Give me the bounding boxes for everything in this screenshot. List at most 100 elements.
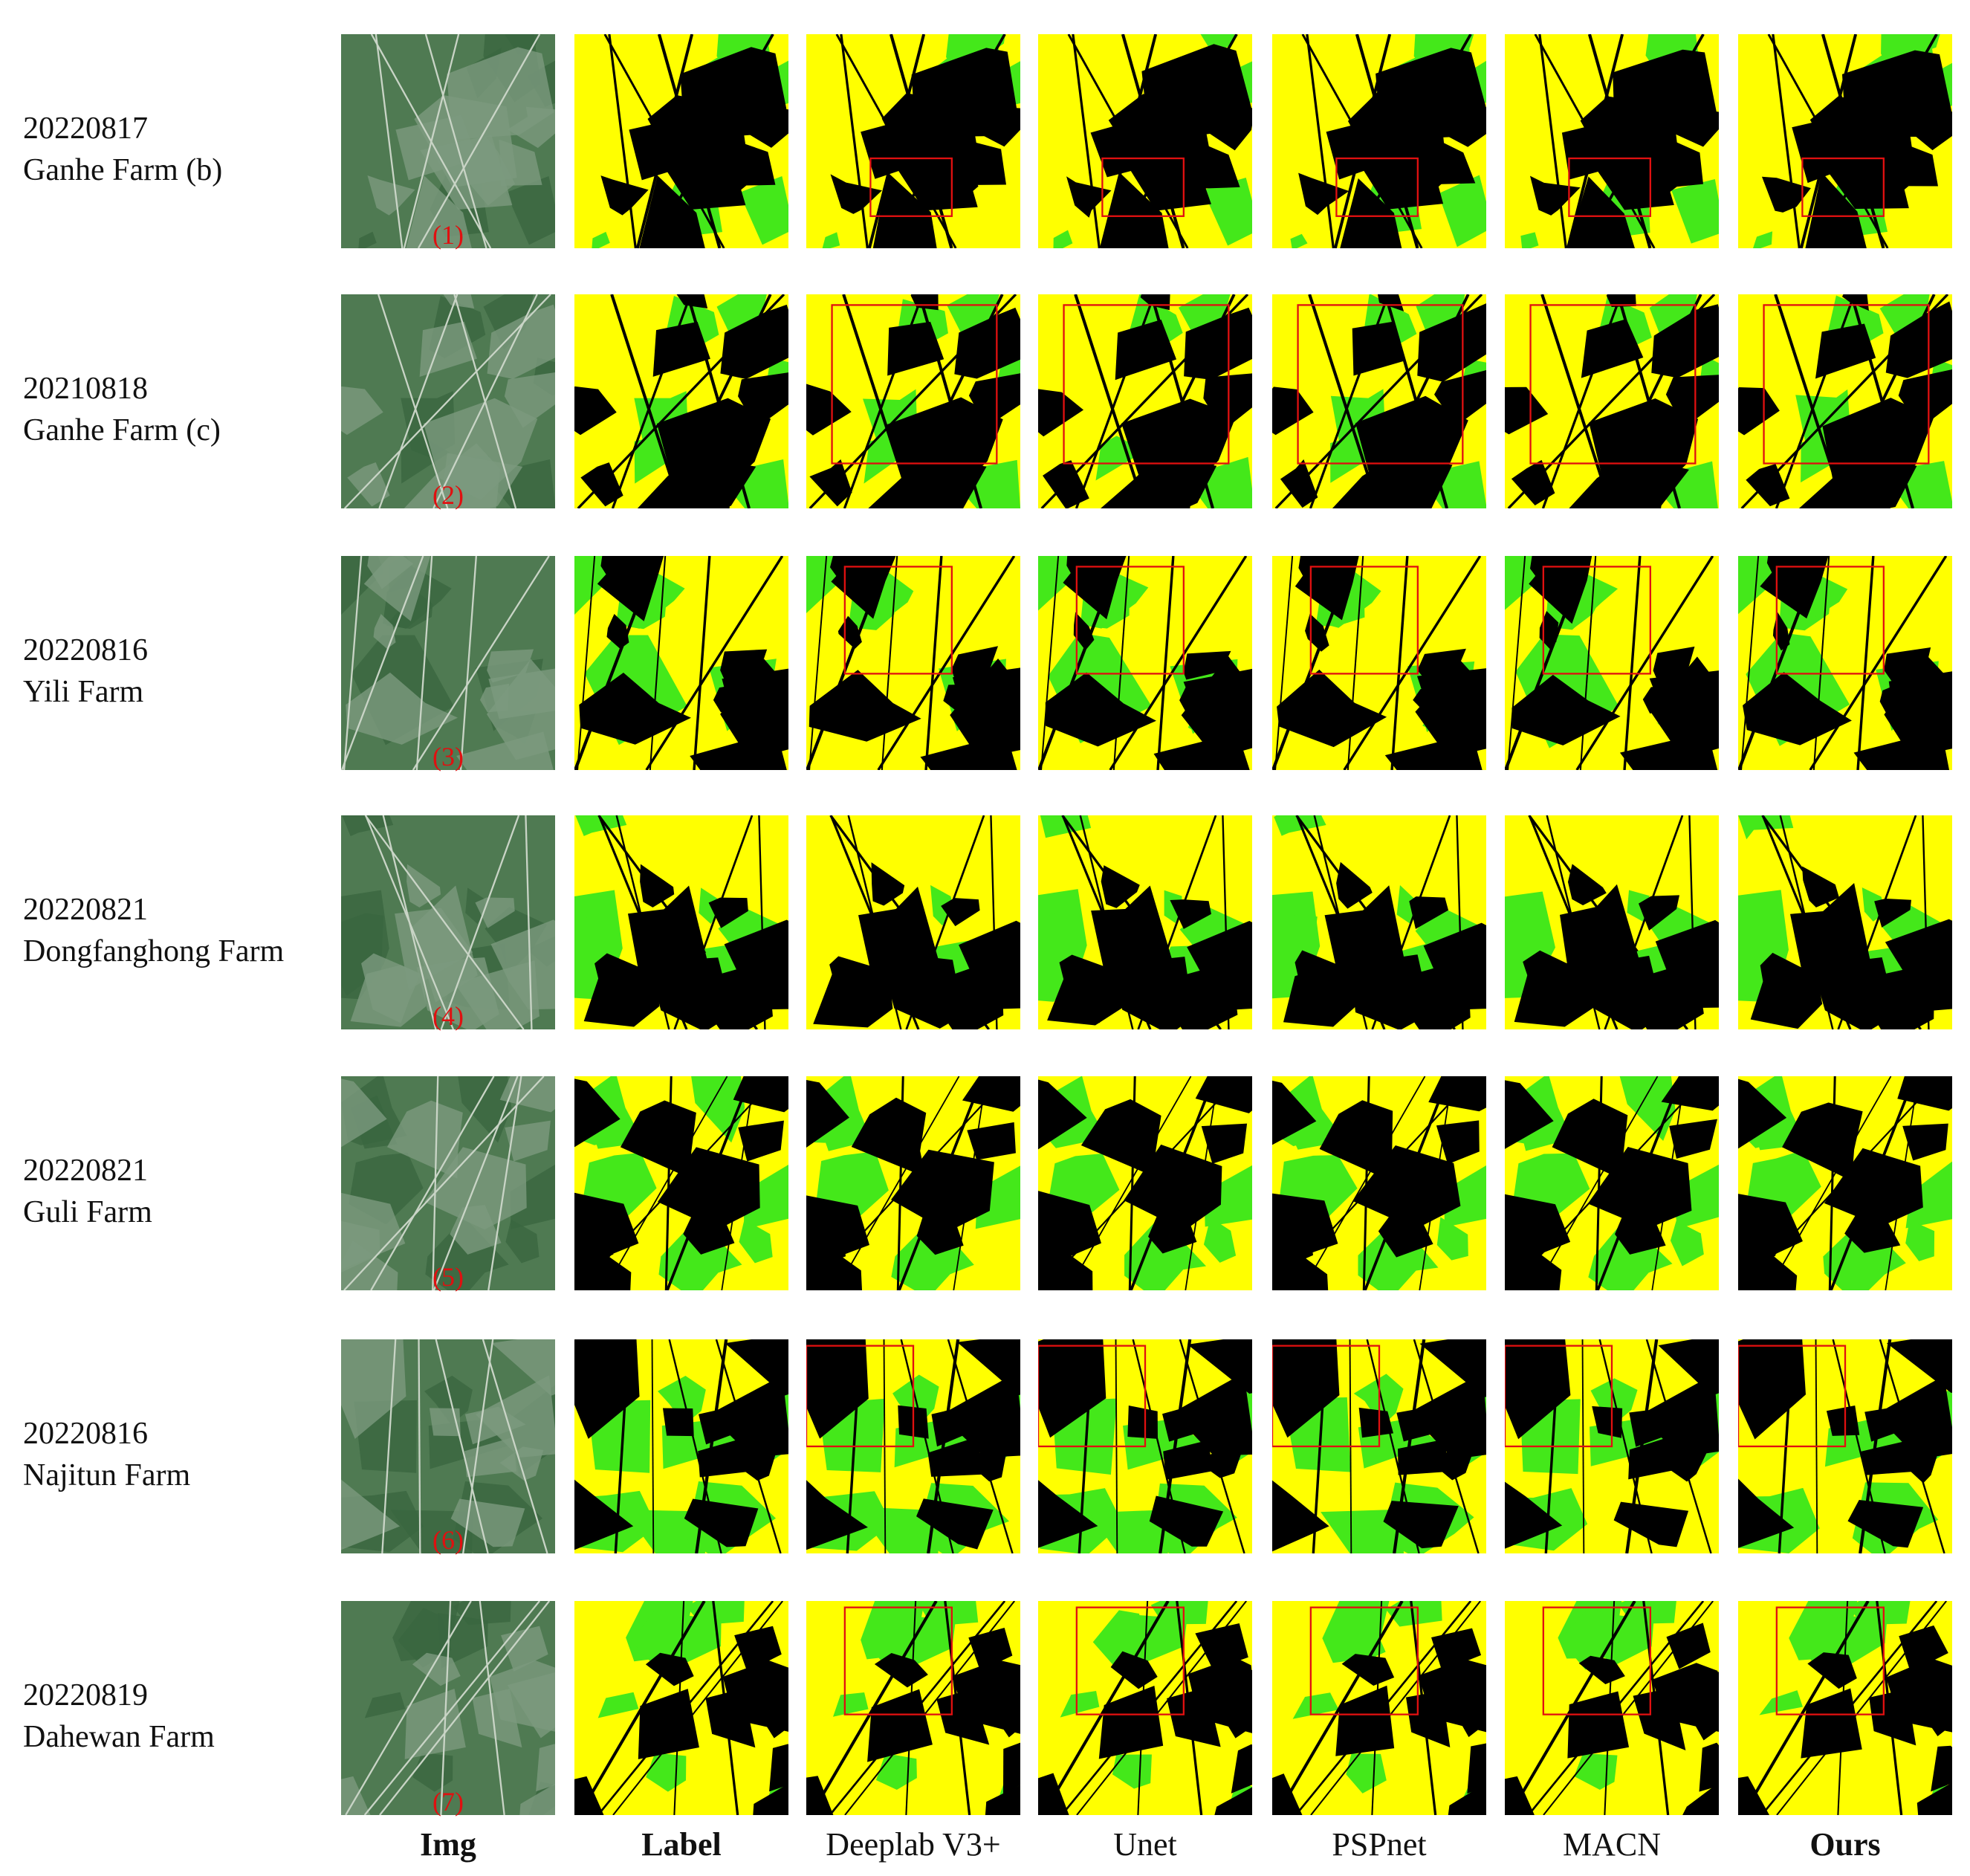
background-region [1666,1623,1711,1669]
background-region [1428,1076,1486,1112]
road [1623,556,1642,770]
field [456,731,554,770]
field [373,613,396,649]
crop-region [1290,233,1308,248]
road [835,1076,960,1290]
background-region [1384,734,1483,770]
column-label: Label [641,1826,722,1863]
background-region [1505,1339,1571,1440]
segmentation-map [1272,1601,1486,1815]
crop-region [1837,1615,1888,1672]
background-region [1409,896,1449,929]
road [418,1339,421,1553]
background-region [1295,950,1353,1021]
road [668,1339,722,1553]
road [905,1601,917,1815]
road [927,1339,960,1553]
road [1362,1076,1370,1290]
segmentation-map [1038,1601,1252,1815]
road [924,556,943,770]
row-date: 20210818 [23,372,148,406]
background-region [1738,1339,1807,1440]
background-region [720,649,768,683]
background-region [574,1479,634,1550]
row-farm: Najitun Farm [23,1458,190,1492]
crop-region [1053,230,1073,248]
background-region [1272,1480,1329,1552]
background-region [1181,656,1252,759]
road [1041,1601,1170,1815]
crop-region [716,294,767,350]
road [842,294,915,508]
background-region [1038,1079,1087,1150]
segmentation-map [1505,294,1719,508]
column-label: Deeplab V3+ [826,1826,1000,1863]
background-region [806,1776,834,1815]
background-region [753,1783,788,1815]
road [615,815,670,1029]
background-region [1419,1339,1486,1398]
road [898,1076,985,1290]
road [343,294,551,508]
field [472,1688,522,1748]
road [806,556,890,770]
field [437,1612,488,1669]
background-region [1409,1372,1486,1460]
background-region [830,174,882,214]
road [1067,1076,1192,1290]
highlight-box [1801,157,1885,217]
background-region [1214,1787,1252,1815]
background-region [1633,1687,1686,1751]
crop-region [623,1510,707,1553]
background-region [806,1480,868,1550]
crop-region [1759,1690,1803,1715]
road [1688,815,1697,1029]
background-region [1671,108,1719,147]
road [1837,1601,1849,1815]
background-region [1682,1782,1719,1815]
row-date: 20220821 [23,1154,148,1188]
background-region [594,953,655,1023]
highlight-box [1063,304,1230,465]
road [1137,815,1217,1029]
segmentation-map [1738,1601,1952,1815]
road [1596,1076,1683,1290]
background-region [1038,389,1084,437]
field [406,864,441,908]
road [1507,556,1526,770]
segmentation-map [1038,294,1252,508]
road [1456,815,1464,1029]
road [1176,1601,1203,1815]
field [390,1510,473,1553]
road [896,1076,904,1290]
satellite-image [341,34,555,248]
crop-region [1112,1754,1152,1789]
field [505,176,555,245]
road [577,294,785,508]
road [370,1076,495,1290]
road [1310,1601,1481,1815]
background-region [1879,681,1907,714]
field [479,683,510,713]
crop-region [739,1219,773,1264]
background-region [1417,648,1466,681]
row-date: 20220816 [23,633,148,667]
crop-region [1186,456,1252,508]
road [459,556,477,770]
road [453,294,517,508]
road [424,34,487,248]
road [440,815,520,1029]
field [465,887,486,925]
segmentation-map [806,1601,1020,1815]
field [341,1339,406,1439]
highlight-box [1542,566,1651,675]
highlight-box [1568,157,1651,217]
background-region [652,321,710,377]
highlight-box [1075,566,1185,675]
road [462,1339,494,1553]
crop-region [670,1613,722,1669]
row-farm: Dongfanghong Farm [23,934,284,968]
background-region [887,397,1003,502]
crop-region [1753,231,1773,248]
field [358,231,377,248]
